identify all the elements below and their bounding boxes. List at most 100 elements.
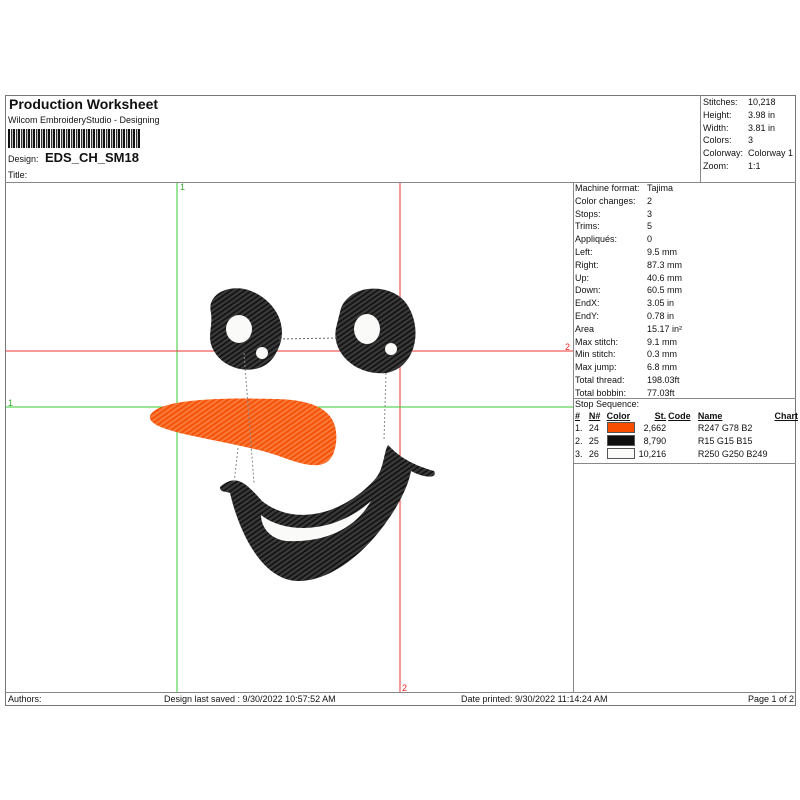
info-key: Width: (703, 122, 729, 133)
seq-stitches: 8,790 (643, 435, 667, 446)
seq-needle: 25 (588, 435, 599, 446)
page-number: Page 1 of 2 (747, 694, 794, 704)
divider (573, 398, 796, 399)
stop-sequence: Stop Sequence: # N# Color St. Code Name … (575, 399, 800, 460)
info-value: 0.3 mm (647, 349, 678, 360)
info-value: 40.6 mm (647, 272, 683, 283)
info-row: Stitches: 10,218 (703, 96, 793, 109)
info-key: Left: (575, 246, 593, 257)
col-header: St. (654, 411, 667, 421)
specs-panel: Machine format: Tajima Color changes: 2 Stop… (575, 182, 682, 400)
info-key: Max stitch: (575, 336, 619, 347)
carrot-nose (149, 398, 337, 466)
info-value: 0.78 in (647, 310, 675, 321)
seq-needle: 24 (588, 422, 599, 433)
divider (573, 182, 574, 692)
seq-index: 1. (575, 422, 583, 433)
info-value: 87.3 mm (647, 259, 683, 270)
info-value: 9.1 mm (647, 336, 678, 347)
seq-index: 3. (575, 448, 583, 459)
info-row: Max stitch: 9.1 mm (575, 336, 682, 349)
info-row: Total thread: 198.03ft (575, 374, 682, 387)
info-value: 10,218 (748, 97, 776, 107)
info-key: Stops: (575, 208, 601, 219)
info-key: Machine format: (575, 183, 640, 193)
info-row: Area 15.17 in² (575, 323, 682, 336)
sequence-row: 2. 25 8,790 R15 G15 B15 (575, 434, 800, 447)
page-title: Production Worksheet (9, 96, 159, 112)
info-key: Colorway: (703, 148, 744, 159)
info-key: Color changes: (575, 195, 636, 206)
info-key: Stitches: (703, 97, 738, 107)
guide-label: 2 (402, 683, 408, 693)
col-header: Chart (774, 411, 798, 421)
seq-code (668, 447, 698, 460)
info-value: 6.8 mm (647, 362, 678, 373)
info-row: Total bobbin: 77.03ft (575, 387, 682, 400)
info-key: Colors: (703, 135, 732, 146)
info-row: Down: 60.5 mm (575, 284, 682, 297)
info-value: 198.03ft (647, 374, 680, 385)
seq-index: 2. (575, 435, 583, 446)
col-header: Code (668, 411, 691, 421)
info-row: Max jump: 6.8 mm (575, 361, 682, 374)
stop-sequence-table: # N# Color St. Code Name Chart 1. 24 2,662… (575, 411, 800, 460)
mouth (220, 445, 435, 582)
info-value: Colorway 1 (748, 148, 794, 159)
info-value: 2 (647, 195, 653, 206)
info-value: 3 (748, 135, 754, 146)
divider (573, 463, 796, 464)
col-header: Color (606, 411, 631, 421)
guide-label: 1 (8, 398, 14, 408)
info-key: Area (575, 323, 595, 334)
info-row: EndY: 0.78 in (575, 310, 682, 323)
info-row: Colors: 3 (703, 134, 793, 147)
info-row: Trims: 5 (575, 220, 682, 233)
col-header: N# (588, 411, 601, 421)
col-header: # (575, 411, 581, 421)
info-key: Appliqués: (575, 234, 618, 245)
info-key: Total thread: (575, 374, 625, 385)
sequence-row: 3. 26 10,216 R250 G250 B249 (575, 447, 800, 460)
stats-panel: Stitches: 10,218 Height: 3.98 in Width: 3.81 … (703, 96, 793, 173)
info-row: Width: 3.81 in (703, 122, 793, 135)
info-value: 5 (647, 221, 653, 232)
barcode (8, 129, 140, 148)
color-swatch (606, 435, 635, 447)
title-label: Title: (8, 170, 28, 180)
right-eye-dot (385, 343, 397, 355)
guide-label: 1 (180, 182, 186, 192)
app-name: Wilcom EmbroideryStudio - Designing (8, 115, 160, 125)
info-row: Color changes: 2 (575, 195, 682, 208)
seq-needle: 26 (588, 448, 599, 459)
color-swatch (606, 422, 635, 434)
color-swatch (606, 448, 635, 460)
info-value: 0 (647, 234, 653, 245)
info-key: Height: (703, 109, 732, 120)
info-row: Height: 3.98 in (703, 109, 793, 122)
info-key: Right: (575, 259, 599, 270)
info-value: 3 (647, 208, 653, 219)
info-value: 3.98 in (748, 109, 776, 120)
info-key: Min stitch: (575, 349, 616, 360)
info-key: Total bobbin: (575, 387, 627, 398)
info-row: Up: 40.6 mm (575, 272, 682, 285)
right-eye-highlight (354, 314, 380, 344)
info-value: 9.5 mm (647, 246, 678, 257)
info-value: 1:1 (748, 160, 761, 171)
info-value: 3.05 in (647, 298, 675, 309)
info-row: Colorway: Colorway 1 (703, 147, 793, 160)
info-row: EndX: 3.05 in (575, 297, 682, 310)
sequence-row: 1. 24 2,662 R247 G78 B2 (575, 421, 800, 434)
divider (5, 182, 796, 183)
info-key: EndY: (575, 310, 600, 321)
info-value: 15.17 in² (647, 323, 683, 334)
info-value: 60.5 mm (647, 285, 683, 296)
last-saved: Design last saved : 9/30/2022 10:57:52 A… (164, 694, 336, 704)
info-value: 3.81 in (748, 122, 776, 133)
seq-stitches: 2,662 (643, 422, 667, 433)
guide-label: 2 (565, 342, 571, 352)
seq-name: R250 G250 B249 (697, 448, 768, 459)
divider (700, 95, 701, 182)
teeth (261, 501, 371, 542)
